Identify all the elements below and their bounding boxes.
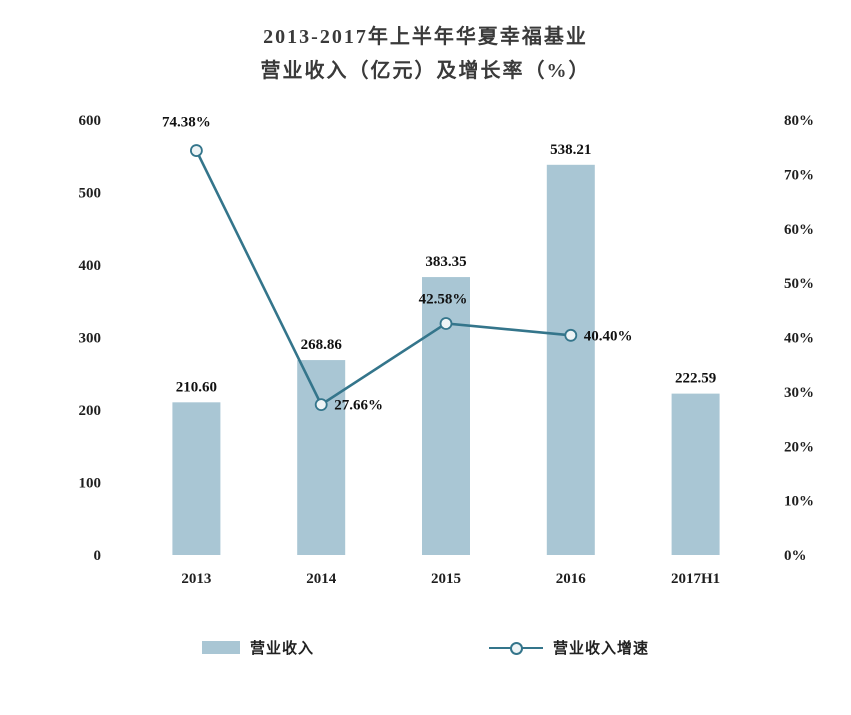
- left-axis-tick: 300: [79, 331, 102, 347]
- bar-2016: [546, 164, 595, 556]
- bar-value-label: 538.21: [550, 142, 591, 158]
- right-axis-tick: 10%: [784, 494, 814, 510]
- bar-value-label: 222.59: [675, 371, 716, 387]
- bar-value-label: 210.60: [176, 379, 217, 395]
- left-axis-tick: 0: [94, 548, 102, 564]
- line-marker: [439, 317, 453, 330]
- left-axis-tick: 600: [79, 113, 102, 129]
- chart-title-line1: 2013-2017年上半年华夏幸福基业: [263, 26, 588, 48]
- line-swatch-marker: [510, 641, 523, 655]
- left-axis-tick: 100: [79, 476, 102, 492]
- bar-value-label: 268.86: [301, 337, 343, 353]
- x-axis-label: 2017H1: [671, 571, 720, 587]
- bar-2013: [172, 402, 221, 555]
- x-axis-label: 2015: [431, 571, 461, 587]
- right-axis-tick: 60%: [784, 222, 814, 238]
- line-value-label: 27.66%: [334, 398, 383, 414]
- line-swatch-icon: [489, 641, 543, 655]
- line-marker: [314, 398, 328, 411]
- line-value-label: 74.38%: [162, 115, 211, 131]
- chart-legend: 营业收入 营业收入增速: [0, 637, 851, 658]
- line-value-label: 40.40%: [584, 328, 633, 344]
- left-axis-tick: 400: [79, 258, 102, 274]
- right-axis-tick: 30%: [784, 385, 814, 401]
- right-axis-tick: 50%: [784, 276, 814, 292]
- legend-item-growth: 营业收入增速: [489, 637, 649, 658]
- left-axis-tick: 200: [79, 403, 102, 419]
- chart-title-line2: 营业收入（亿元）及增长率（%）: [260, 60, 591, 82]
- growth-line: [195, 149, 571, 407]
- line-marker: [564, 328, 578, 342]
- right-axis-tick: 80%: [784, 113, 814, 129]
- x-axis-label: 2016: [556, 571, 587, 587]
- bar-2014: [297, 360, 346, 555]
- legend-label-revenue: 营业收入: [249, 641, 314, 657]
- bar-2017H1: [671, 393, 720, 555]
- left-axis-tick: 500: [79, 186, 102, 202]
- right-axis-tick: 70%: [784, 167, 814, 183]
- line-marker: [189, 144, 203, 157]
- bar-value-label: 383.35: [425, 254, 466, 270]
- chart-title: 2013-2017年上半年华夏幸福基业 营业收入（亿元）及增长率（%）: [0, 20, 851, 88]
- right-axis-tick: 0%: [784, 548, 807, 564]
- x-axis-label: 2013: [181, 571, 211, 587]
- x-axis-label: 2014: [306, 571, 337, 587]
- bar-swatch-icon: [201, 641, 240, 654]
- legend-item-revenue: 营业收入: [201, 637, 314, 658]
- right-axis-tick: 40%: [784, 331, 814, 347]
- legend-label-growth: 营业收入增速: [553, 641, 650, 657]
- line-value-label: 42.58%: [419, 291, 468, 307]
- right-axis-tick: 20%: [784, 439, 814, 455]
